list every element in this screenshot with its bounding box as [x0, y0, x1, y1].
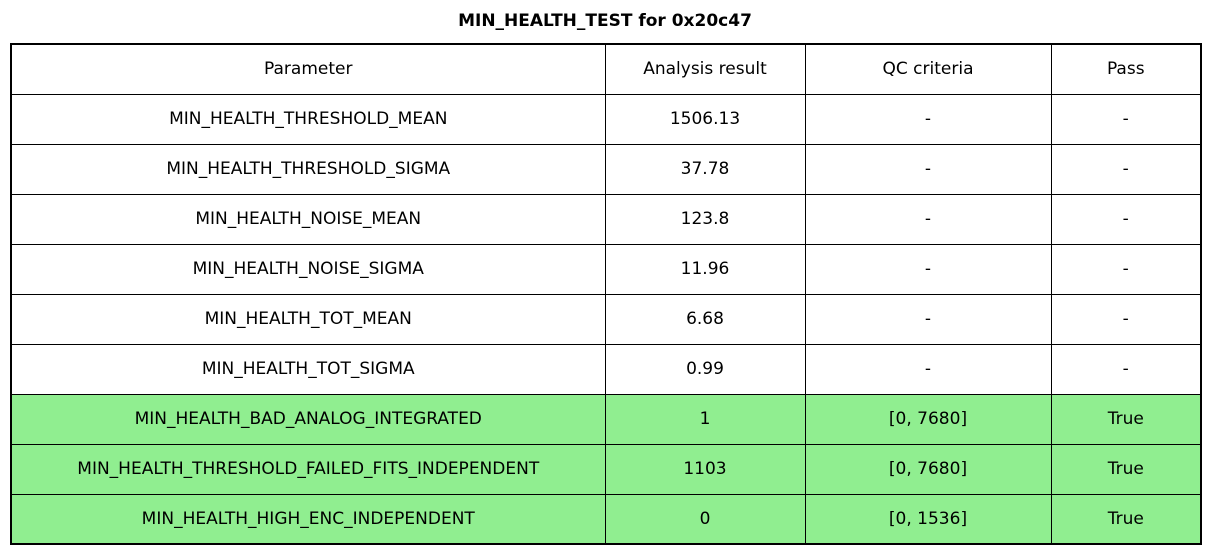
column-header-parameter: Parameter: [10, 43, 606, 95]
cell-parameter: MIN_HEALTH_NOISE_MEAN: [10, 193, 606, 245]
cell-pass: True: [1050, 443, 1202, 495]
cell-pass: -: [1050, 293, 1202, 345]
cell-parameter: MIN_HEALTH_BAD_ANALOG_INTEGRATED: [10, 393, 606, 445]
cell-parameter: MIN_HEALTH_HIGH_ENC_INDEPENDENT: [10, 493, 606, 545]
cell-analysis-result: 0.99: [604, 343, 806, 395]
cell-pass: True: [1050, 393, 1202, 445]
table-header-row: Parameter Analysis result QC criteria Pass: [10, 43, 1202, 95]
cell-qc-criteria: -: [804, 193, 1052, 245]
cell-analysis-result: 1506.13: [604, 93, 806, 145]
table-row: MIN_HEALTH_NOISE_MEAN 123.8- -: [10, 193, 1202, 245]
table-body: MIN_HEALTH_THRESHOLD_MEAN 1506.13- - MIN_HE…: [10, 93, 1202, 545]
table-row: MIN_HEALTH_TOT_MEAN 6.68- -: [10, 293, 1202, 345]
cell-qc-criteria: [0, 7680]: [804, 443, 1052, 495]
table-row: MIN_HEALTH_THRESHOLD_FAILED_FITS_INDEPEN…: [10, 443, 1202, 495]
column-header-pass: Pass: [1050, 43, 1202, 95]
table-header: Parameter Analysis result QC criteria Pass: [10, 43, 1202, 95]
cell-parameter: MIN_HEALTH_THRESHOLD_MEAN: [10, 93, 606, 145]
cell-analysis-result: 1: [604, 393, 806, 445]
cell-qc-criteria: -: [804, 93, 1052, 145]
cell-analysis-result: 123.8: [604, 193, 806, 245]
cell-analysis-result: 6.68: [604, 293, 806, 345]
cell-qc-criteria: -: [804, 143, 1052, 195]
table-row: MIN_HEALTH_HIGH_ENC_INDEPENDENT 0 [0, 1536…: [10, 493, 1202, 545]
qc-results-table: Parameter Analysis result QC criteria Pass …: [10, 43, 1202, 545]
cell-parameter: MIN_HEALTH_NOISE_SIGMA: [10, 243, 606, 295]
table-row: MIN_HEALTH_BAD_ANALOG_INTEGRATED 1 [0, 768…: [10, 393, 1202, 445]
cell-qc-criteria: [0, 1536]: [804, 493, 1052, 545]
cell-qc-criteria: [0, 7680]: [804, 393, 1052, 445]
cell-parameter: MIN_HEALTH_TOT_MEAN: [10, 293, 606, 345]
cell-pass: -: [1050, 343, 1202, 395]
cell-analysis-result: 11.96: [604, 243, 806, 295]
cell-pass: -: [1050, 193, 1202, 245]
cell-qc-criteria: -: [804, 243, 1052, 295]
cell-analysis-result: 0: [604, 493, 806, 545]
cell-pass: -: [1050, 143, 1202, 195]
cell-analysis-result: 1103: [604, 443, 806, 495]
cell-parameter: MIN_HEALTH_TOT_SIGMA: [10, 343, 606, 395]
table-row: MIN_HEALTH_NOISE_SIGMA 11.96- -: [10, 243, 1202, 295]
column-header-qc-criteria: QC criteria: [804, 43, 1052, 95]
table-row: MIN_HEALTH_THRESHOLD_MEAN 1506.13- -: [10, 93, 1202, 145]
cell-parameter: MIN_HEALTH_THRESHOLD_FAILED_FITS_INDEPEN…: [10, 443, 606, 495]
cell-parameter: MIN_HEALTH_THRESHOLD_SIGMA: [10, 143, 606, 195]
cell-qc-criteria: -: [804, 343, 1052, 395]
cell-pass: -: [1050, 243, 1202, 295]
column-header-analysis-result: Analysis result: [604, 43, 806, 95]
cell-pass: True: [1050, 493, 1202, 545]
cell-qc-criteria: -: [804, 293, 1052, 345]
cell-pass: -: [1050, 93, 1202, 145]
table-row: MIN_HEALTH_TOT_SIGMA 0.99- -: [10, 343, 1202, 395]
figure-title: MIN_HEALTH_TEST for 0x20c47: [458, 11, 752, 31]
table-row: MIN_HEALTH_THRESHOLD_SIGMA 37.78- -: [10, 143, 1202, 195]
cell-analysis-result: 37.78: [604, 143, 806, 195]
